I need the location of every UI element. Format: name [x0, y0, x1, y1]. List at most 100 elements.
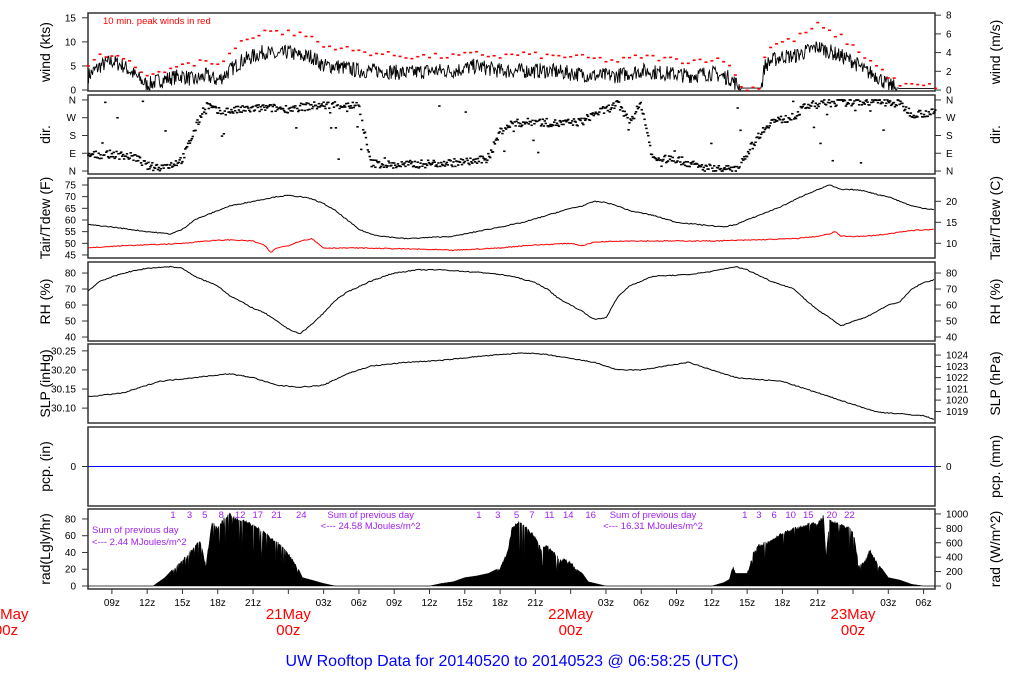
direction-point: [450, 164, 453, 166]
direction-point: [657, 157, 660, 159]
direction-point: [101, 142, 104, 144]
direction-point: [847, 102, 850, 105]
direction-point: [608, 111, 611, 113]
direction-point: [265, 104, 268, 107]
direction-point: [692, 160, 695, 163]
direction-point: [710, 142, 713, 145]
direction-point: [807, 103, 810, 106]
y-tick-label-left: 0: [70, 86, 76, 97]
direction-point: [725, 165, 728, 167]
direction-point: [888, 101, 891, 104]
direction-point: [276, 108, 279, 111]
direction-point: [366, 149, 370, 151]
direction-point: [474, 158, 478, 160]
direction-point: [179, 156, 182, 159]
direction-point: [919, 109, 922, 112]
x-tick-label: 15z: [174, 598, 190, 609]
direction-point: [315, 107, 319, 110]
direction-point: [282, 109, 286, 112]
direction-point: [471, 162, 474, 164]
direction-point: [222, 133, 226, 135]
direction-point: [439, 165, 442, 168]
direction-point: [284, 104, 288, 107]
y-tick-label-left: 80: [65, 514, 77, 525]
series-rh: [88, 265, 935, 335]
direction-point: [790, 118, 793, 121]
direction-point: [525, 121, 529, 124]
hour-mark-label: 5: [514, 510, 519, 521]
direction-point: [904, 108, 907, 111]
direction-point: [620, 107, 624, 109]
direction-point: [728, 167, 731, 170]
direction-point: [132, 159, 135, 162]
direction-point: [875, 99, 879, 102]
y-axis-title-right: rad (W/m^2): [987, 511, 1003, 588]
direction-point: [487, 152, 490, 155]
direction-point: [209, 104, 212, 107]
plot-frame: [87, 177, 936, 259]
direction-point: [886, 99, 889, 101]
direction-point: [137, 159, 140, 162]
direction-point: [386, 165, 389, 167]
direction-point: [217, 107, 221, 109]
direction-point: [835, 104, 838, 107]
direction-point: [669, 155, 673, 158]
direction-point: [387, 160, 390, 162]
direction-point: [509, 120, 513, 123]
direction-point: [664, 154, 667, 157]
direction-point: [317, 102, 321, 105]
direction-point: [742, 159, 745, 161]
y-tick-label-right: N: [946, 167, 953, 178]
direction-point: [741, 157, 744, 160]
direction-point: [750, 141, 754, 144]
date-time-label: 00z: [841, 622, 865, 639]
direction-point: [639, 101, 642, 104]
direction-point: [786, 121, 789, 123]
y-tick-label-left: 50: [65, 317, 77, 328]
y-tick-label-left: 60: [65, 301, 77, 312]
direction-point: [536, 120, 539, 123]
x-axis: 09z 12z 15z 18z 21z 03z 06z 09z 12z 15z 18z 21z 03z 0…: [0, 589, 932, 639]
direction-point: [139, 162, 143, 164]
plot-frame: [87, 94, 936, 175]
direction-point: [122, 158, 126, 160]
y-axis-title-left: pcp. (in): [37, 441, 53, 492]
direction-point: [868, 104, 871, 106]
y-axis-title-left: RH (%): [37, 279, 53, 325]
direction-point: [431, 161, 434, 164]
direction-point: [329, 111, 332, 114]
direction-point: [87, 154, 90, 157]
direction-point: [477, 160, 481, 163]
direction-point: [246, 105, 249, 108]
daily-sum-value: <--- 16.31 MJoules/m^2: [603, 521, 703, 532]
direction-point: [186, 142, 190, 145]
direction-point: [104, 101, 107, 104]
direction-point: [217, 112, 220, 114]
direction-point: [544, 122, 547, 125]
direction-point: [872, 101, 875, 103]
direction-point: [784, 114, 787, 117]
y-axis-title-left: rad(Lgly/hr): [37, 513, 53, 585]
direction-point: [815, 107, 818, 110]
direction-point: [137, 155, 141, 158]
direction-point: [486, 159, 489, 161]
direction-point: [712, 170, 715, 172]
direction-point: [97, 152, 100, 155]
direction-point: [500, 127, 503, 130]
y-tick-label-left: 40: [65, 548, 77, 559]
x-tick-label: 12z: [421, 598, 437, 609]
direction-point: [460, 163, 464, 166]
direction-point: [136, 155, 139, 157]
direction-point: [893, 105, 897, 108]
direction-point: [352, 106, 355, 109]
direction-point: [572, 118, 576, 120]
direction-point: [538, 118, 542, 121]
direction-point: [124, 155, 128, 158]
direction-point: [638, 103, 642, 105]
direction-point: [310, 103, 313, 106]
direction-point: [510, 121, 514, 124]
direction-point: [906, 112, 910, 114]
direction-point: [519, 122, 522, 125]
x-tick-label: 21z: [810, 598, 826, 609]
y-tick-label-left: N: [69, 167, 76, 178]
